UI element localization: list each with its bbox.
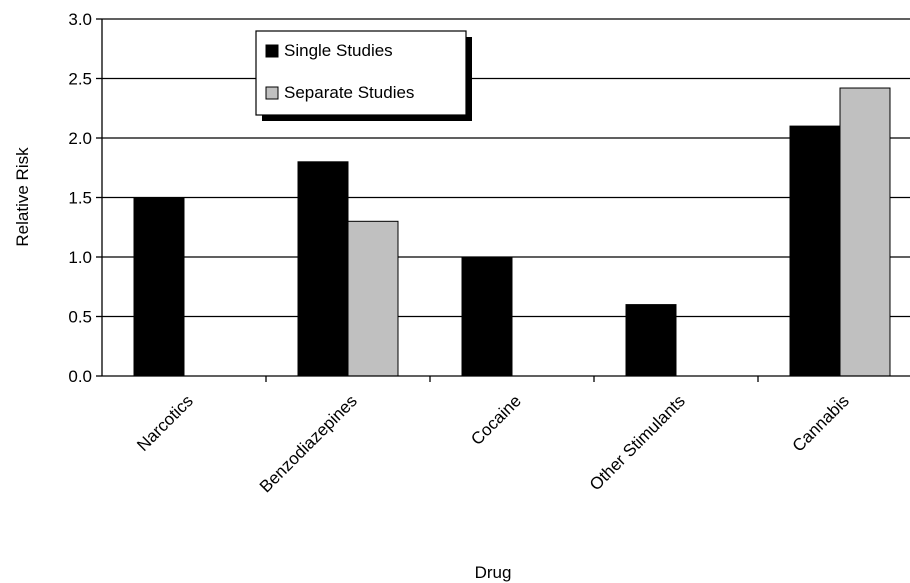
legend: Single Studies Separate Studies (255, 30, 472, 121)
legend-swatch (265, 86, 279, 100)
bar-separate-benzodiazepines (347, 220, 399, 377)
x-axis-title: Drug (475, 563, 512, 582)
y-tick-label: 3.0 (68, 10, 92, 29)
legend-swatch (265, 44, 279, 58)
bar-single-cocaine (461, 256, 513, 377)
bar-single-narcotics (133, 197, 185, 377)
x-tick-label: Narcotics (133, 391, 197, 455)
x-tick-label: Cannabis (789, 391, 853, 455)
y-tick-label: 2.5 (68, 70, 92, 89)
legend-box (255, 30, 467, 116)
y-tick-label: 2.0 (68, 129, 92, 148)
bar-single-benzodiazepines (297, 161, 349, 377)
y-tick-labels: 0.0 0.5 1.0 1.5 2.0 2.5 3.0 (68, 10, 102, 386)
y-tick-label: 0.0 (68, 367, 92, 386)
x-tick-label: Other Stimulants (586, 391, 689, 494)
x-tick-labels: Narcotics Benzodiazepines Cocaine Other Sti… (133, 376, 853, 496)
bar-separate-cannabis (839, 87, 891, 377)
y-tick-label: 1.5 (68, 189, 92, 208)
y-tick-label: 1.0 (68, 248, 92, 267)
legend-label: Separate Studies (284, 83, 414, 102)
bar-single-other-stimulants (625, 304, 677, 377)
y-tick-label: 0.5 (68, 308, 92, 327)
bars (133, 87, 891, 377)
bar-single-cannabis (789, 125, 841, 377)
y-axis-title: Relative Risk (13, 147, 32, 247)
gridlines (102, 18, 910, 318)
x-tick-label: Cocaine (467, 391, 525, 449)
x-tick-label: Benzodiazepines (256, 391, 361, 496)
legend-label: Single Studies (284, 41, 393, 60)
